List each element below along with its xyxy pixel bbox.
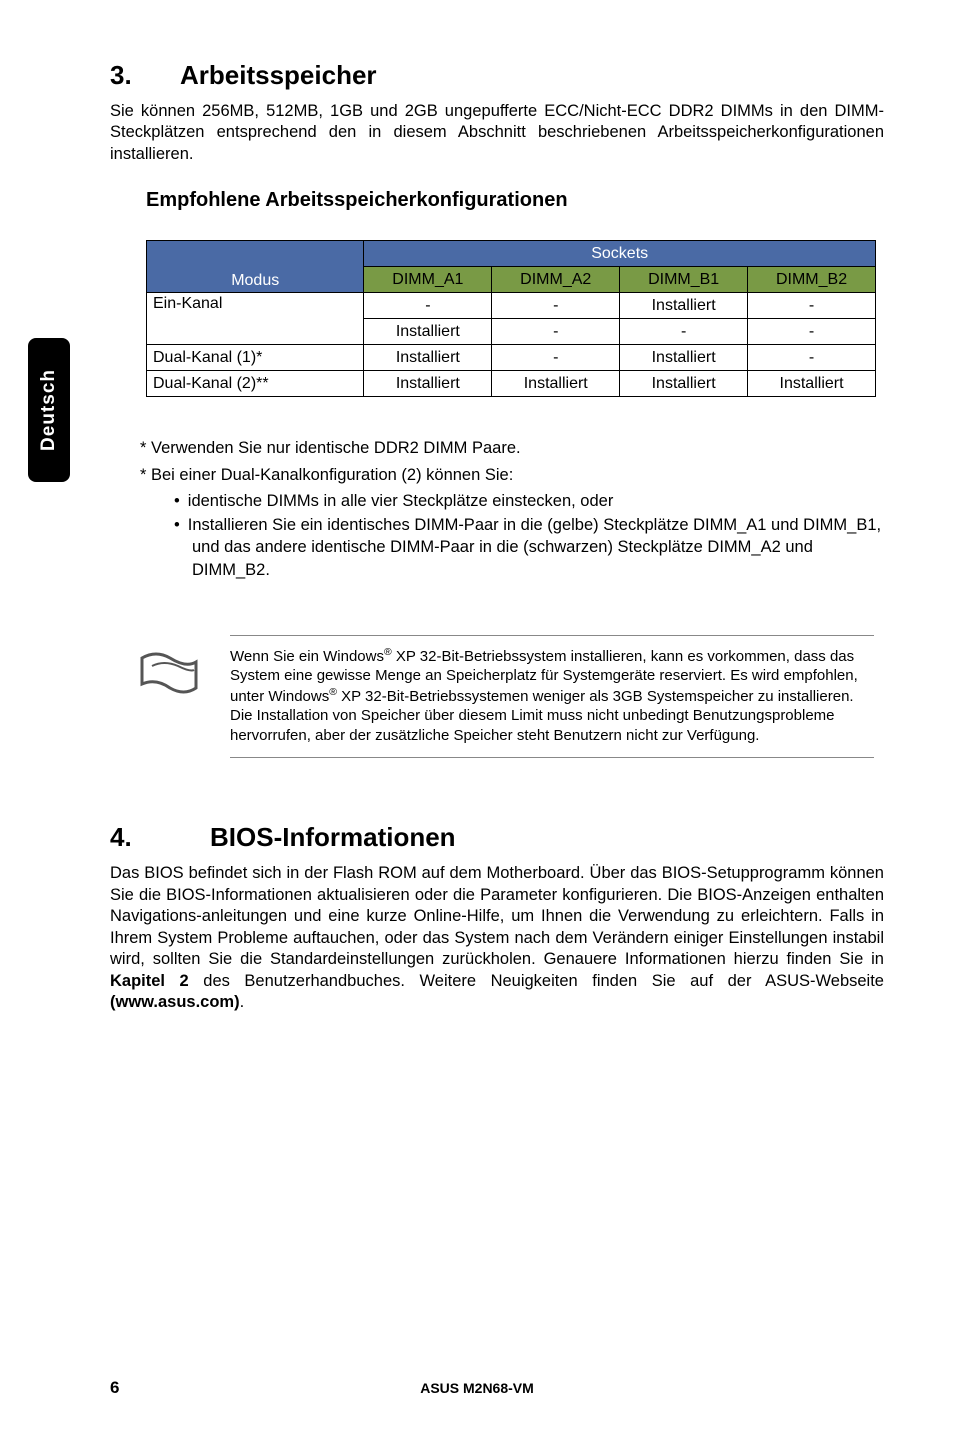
section-4-title: BIOS-Informationen [210, 822, 456, 852]
table-row: Ein-Kanal - - Installiert - [147, 293, 876, 319]
section-4-heading: 4.BIOS-Informationen [110, 822, 884, 853]
table-cell: Installiert [748, 371, 876, 397]
note-line-1: * Verwenden Sie nur identische DDR2 DIMM… [140, 437, 884, 459]
table-cell: Installiert [364, 319, 492, 345]
table-cell: - [748, 293, 876, 319]
table-col-2: DIMM_B1 [620, 267, 748, 293]
table-row: Dual-Kanal (2)** Installiert Installiert… [147, 371, 876, 397]
section-4-body: Das BIOS befindet sich in der Flash ROM … [110, 863, 884, 1013]
table-col-0: DIMM_A1 [364, 267, 492, 293]
note-bullet: Installieren Sie ein identisches DIMM-Pa… [174, 514, 884, 581]
table-row-label: Dual-Kanal (1)* [147, 345, 364, 371]
section-3-heading: 3.Arbeitsspeicher [110, 60, 884, 91]
note-bullet: identische DIMMs in alle vier Steckplätz… [174, 490, 884, 512]
memory-config-table-wrap: Modus Sockets DIMM_A1 DIMM_A2 DIMM_B1 DI… [146, 240, 876, 397]
table-cell: Installiert [620, 293, 748, 319]
table-cell: - [492, 293, 620, 319]
table-cell: Installiert [620, 371, 748, 397]
info-note-box: Wenn Sie ein Windows® XP 32-Bit-Betriebs… [110, 635, 884, 759]
section-3-title: Arbeitsspeicher [180, 60, 377, 90]
table-cell: - [492, 319, 620, 345]
table-cell: - [364, 293, 492, 319]
table-sockets-header: Sockets [364, 241, 876, 267]
footer-model: ASUS M2N68-VM [420, 1380, 534, 1396]
table-cell: - [748, 345, 876, 371]
table-modus-header: Modus [147, 241, 364, 293]
table-cell: - [492, 345, 620, 371]
section-4-number: 4. [110, 822, 210, 853]
page-number: 6 [110, 1378, 119, 1398]
note-row: Wenn Sie ein Windows® XP 32-Bit-Betriebs… [110, 636, 884, 758]
table-cell: Installiert [364, 371, 492, 397]
section-3-subhead: Empfohlene Arbeitsspeicherkonfiguratione… [146, 189, 884, 212]
note-bullets: identische DIMMs in alle vier Steckplätz… [140, 490, 884, 581]
memory-notes: * Verwenden Sie nur identische DDR2 DIMM… [140, 437, 884, 581]
table-col-3: DIMM_B2 [748, 267, 876, 293]
table-cell: Installiert [364, 345, 492, 371]
language-tab-label: Deutsch [38, 369, 60, 451]
page-content: 3.Arbeitsspeicher Sie können 256MB, 512M… [0, 0, 954, 1013]
section-4: 4.BIOS-Informationen Das BIOS befindet s… [110, 822, 884, 1013]
note-icon [134, 648, 204, 703]
memory-config-table: Modus Sockets DIMM_A1 DIMM_A2 DIMM_B1 DI… [146, 240, 876, 397]
table-row-label: Ein-Kanal [147, 293, 364, 345]
table-cell: Installiert [620, 345, 748, 371]
table-row: Dual-Kanal (1)* Installiert - Installier… [147, 345, 876, 371]
note-line-2: * Bei einer Dual-Kanalkonfiguration (2) … [140, 464, 884, 486]
language-tab: Deutsch [28, 338, 70, 482]
table-cell: - [748, 319, 876, 345]
section-3-intro: Sie können 256MB, 512MB, 1GB und 2GB ung… [110, 101, 884, 165]
table-cell: Installiert [492, 371, 620, 397]
table-row-label: Dual-Kanal (2)** [147, 371, 364, 397]
page-footer: 6 ASUS M2N68-VM [0, 1378, 954, 1398]
table-header-row-top: Modus Sockets [147, 241, 876, 267]
table-cell: - [620, 319, 748, 345]
table-col-1: DIMM_A2 [492, 267, 620, 293]
section-3-number: 3. [110, 60, 180, 91]
note-rule-bottom [230, 757, 874, 758]
note-text: Wenn Sie ein Windows® XP 32-Bit-Betriebs… [204, 646, 874, 746]
